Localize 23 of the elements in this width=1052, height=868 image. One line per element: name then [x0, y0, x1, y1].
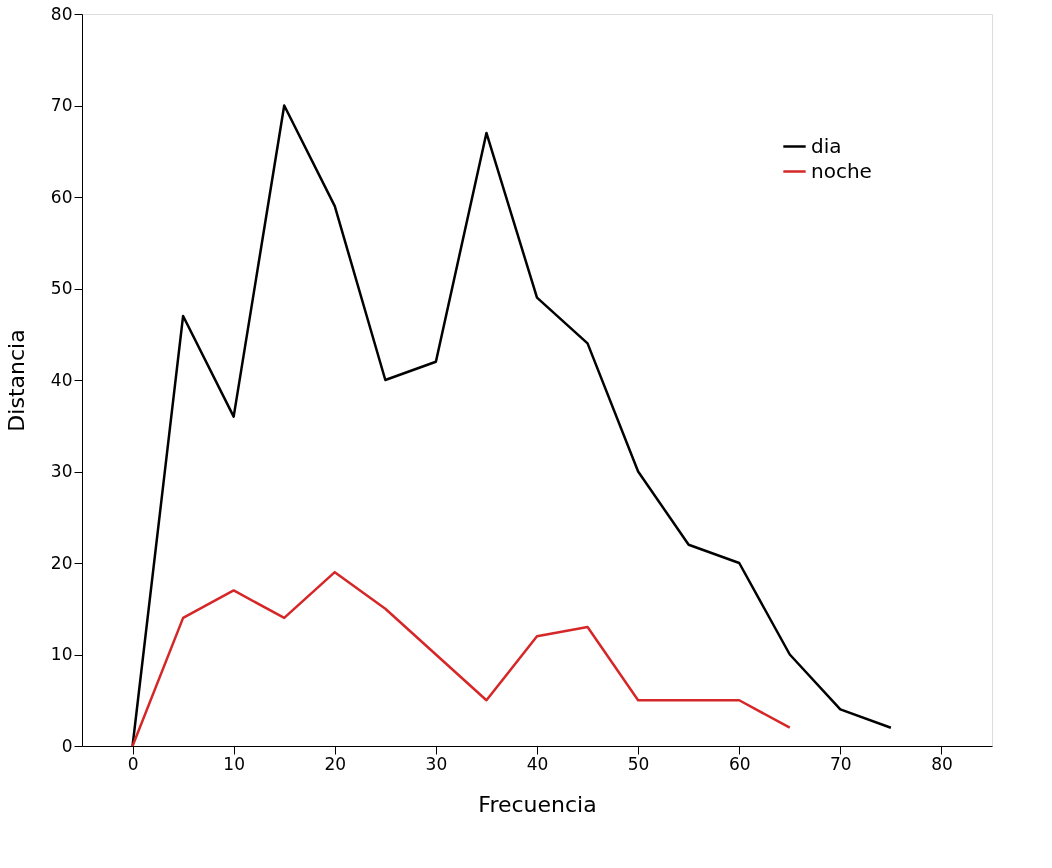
x-axis-title: Frecuencia [478, 791, 597, 817]
x-tick-label: 50 [627, 753, 650, 774]
x-tick-label: 0 [127, 753, 139, 774]
y-axis-title: Distancia [3, 329, 29, 432]
y-tick-label: 50 [50, 278, 73, 298]
y-tick-label: 40 [50, 369, 73, 390]
x-tick-label: 60 [728, 753, 751, 774]
y-tick-label: 70 [50, 95, 73, 115]
x-tick-label: 10 [223, 753, 245, 774]
legend-label: dia [811, 133, 842, 158]
legend-label: noche [811, 158, 872, 183]
x-tick-label: 80 [931, 753, 953, 774]
x-tick-label: 40 [526, 753, 549, 774]
y-tick-label: 60 [50, 186, 73, 207]
y-tick-label: 20 [50, 552, 73, 573]
y-tick-label: 80 [50, 3, 73, 24]
y-tick-label: 0 [61, 735, 73, 756]
x-tick-label: 70 [830, 753, 852, 774]
line-series [131, 570, 792, 746]
x-tick-label: 20 [324, 753, 347, 774]
y-tick-label: 30 [50, 461, 73, 481]
y-tick-label: 10 [50, 644, 73, 664]
x-tick-label: 30 [425, 753, 448, 774]
